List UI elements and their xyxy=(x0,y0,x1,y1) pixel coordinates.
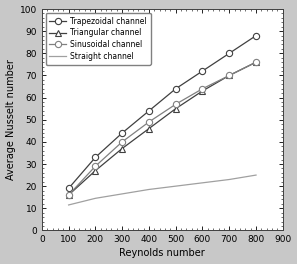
Trapezoidal channel xyxy=(147,109,151,112)
Straight channel xyxy=(254,173,258,177)
Triangular channel xyxy=(174,107,178,110)
Triangular channel xyxy=(147,127,151,130)
Trapezoidal channel xyxy=(120,131,124,135)
Sinusoidal channel xyxy=(201,87,204,90)
Sinusoidal channel xyxy=(174,103,178,106)
Sinusoidal channel xyxy=(67,194,70,197)
Triangular channel xyxy=(120,147,124,150)
Line: Trapezoidal channel: Trapezoidal channel xyxy=(65,32,259,191)
Straight channel xyxy=(147,188,151,191)
Sinusoidal channel xyxy=(228,74,231,77)
Trapezoidal channel xyxy=(94,156,97,159)
Trapezoidal channel xyxy=(228,52,231,55)
Straight channel xyxy=(201,181,204,185)
Triangular channel xyxy=(228,74,231,77)
Straight channel xyxy=(120,192,124,195)
Sinusoidal channel xyxy=(120,140,124,143)
Triangular channel xyxy=(201,89,204,93)
Straight channel xyxy=(67,203,70,206)
Straight channel xyxy=(228,178,231,181)
Sinusoidal channel xyxy=(254,61,258,64)
Trapezoidal channel xyxy=(174,87,178,90)
Triangular channel xyxy=(67,194,70,197)
Line: Triangular channel: Triangular channel xyxy=(65,59,259,198)
Straight channel xyxy=(174,185,178,188)
Legend: Trapezoidal channel, Triangular channel, Sinusoidal channel, Straight channel: Trapezoidal channel, Triangular channel,… xyxy=(46,13,151,64)
Straight channel xyxy=(94,197,97,200)
Trapezoidal channel xyxy=(254,34,258,37)
Line: Sinusoidal channel: Sinusoidal channel xyxy=(65,59,259,198)
Y-axis label: Average Nusselt number: Average Nusselt number xyxy=(6,59,15,180)
Sinusoidal channel xyxy=(147,120,151,124)
Sinusoidal channel xyxy=(94,165,97,168)
X-axis label: Reynolds number: Reynolds number xyxy=(119,248,205,258)
Line: Straight channel: Straight channel xyxy=(69,175,256,205)
Triangular channel xyxy=(254,61,258,64)
Trapezoidal channel xyxy=(201,69,204,73)
Trapezoidal channel xyxy=(67,187,70,190)
Triangular channel xyxy=(94,169,97,172)
